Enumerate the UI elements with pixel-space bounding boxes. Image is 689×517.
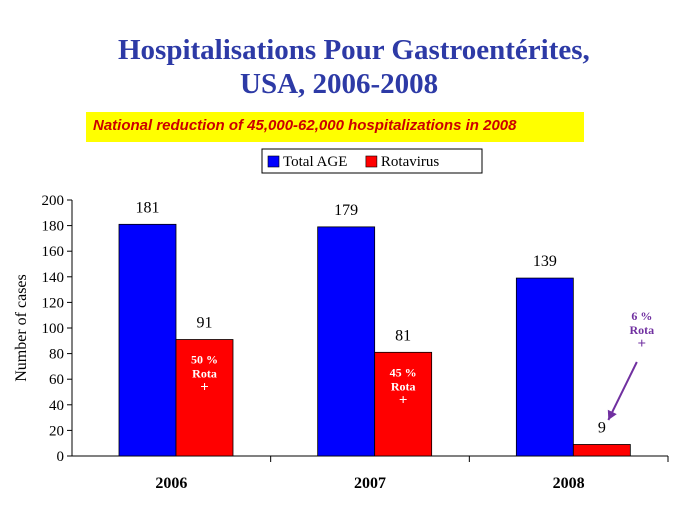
x-tick-label: 2007 xyxy=(354,475,386,492)
data-label: 139 xyxy=(533,253,557,270)
y-tick-label: 180 xyxy=(42,219,65,235)
bar-rotavirus-2006 xyxy=(175,339,234,457)
annotation-text: Rota xyxy=(192,367,217,381)
title-line-1: Hospitalisations Pour Gastroentérites, xyxy=(118,34,590,66)
annotation-text: + xyxy=(200,380,209,396)
x-tick-label: 2008 xyxy=(553,475,585,492)
title-line-2: USA, 2006-2008 xyxy=(240,68,439,100)
data-label: 181 xyxy=(136,199,160,216)
data-label: 91 xyxy=(197,315,213,332)
bar-total-age-2007 xyxy=(317,226,376,457)
highlight-banner: National reduction of 45,000-62,000 hosp… xyxy=(86,112,584,142)
annotation-arrow xyxy=(607,361,638,421)
legend-swatch xyxy=(365,155,378,168)
annotation-text: + xyxy=(638,336,647,352)
bar-total-age-2006 xyxy=(118,223,177,457)
legend-swatch xyxy=(267,155,280,168)
annotation-text: Rota xyxy=(629,323,654,337)
legend-label: Total AGE xyxy=(283,154,347,170)
y-tick-label: 60 xyxy=(49,372,64,388)
y-tick-label: 40 xyxy=(49,398,64,414)
y-tick-label: 200 xyxy=(42,193,65,209)
y-tick-label: 160 xyxy=(42,244,65,260)
annotation-text: Rota xyxy=(391,379,416,393)
bar-rotavirus-2008 xyxy=(572,444,631,457)
y-tick-label: 120 xyxy=(42,295,65,311)
annotation-text: + xyxy=(399,392,408,408)
y-tick-label: 140 xyxy=(42,270,65,286)
y-tick-label: 20 xyxy=(49,423,64,439)
annotation-text: 45 % xyxy=(390,365,417,379)
y-tick-label: 100 xyxy=(42,321,65,337)
data-label: 81 xyxy=(395,327,411,344)
data-label: 9 xyxy=(598,419,606,436)
y-tick-label: 0 xyxy=(57,449,65,465)
bar-total-age-2008 xyxy=(515,277,574,457)
y-axis-label: Number of cases xyxy=(13,274,30,382)
bar-rotavirus-2007 xyxy=(374,351,433,457)
data-label: 179 xyxy=(334,202,358,219)
annotation-text: 50 % xyxy=(191,353,218,367)
legend-label: Rotavirus xyxy=(381,154,439,170)
arrow-head xyxy=(607,409,617,420)
banner-text: National reduction of 45,000-62,000 hosp… xyxy=(93,117,517,134)
y-tick-label: 80 xyxy=(49,347,64,363)
x-tick-label: 2006 xyxy=(155,475,187,492)
annotation-text: 6 % xyxy=(631,309,652,323)
